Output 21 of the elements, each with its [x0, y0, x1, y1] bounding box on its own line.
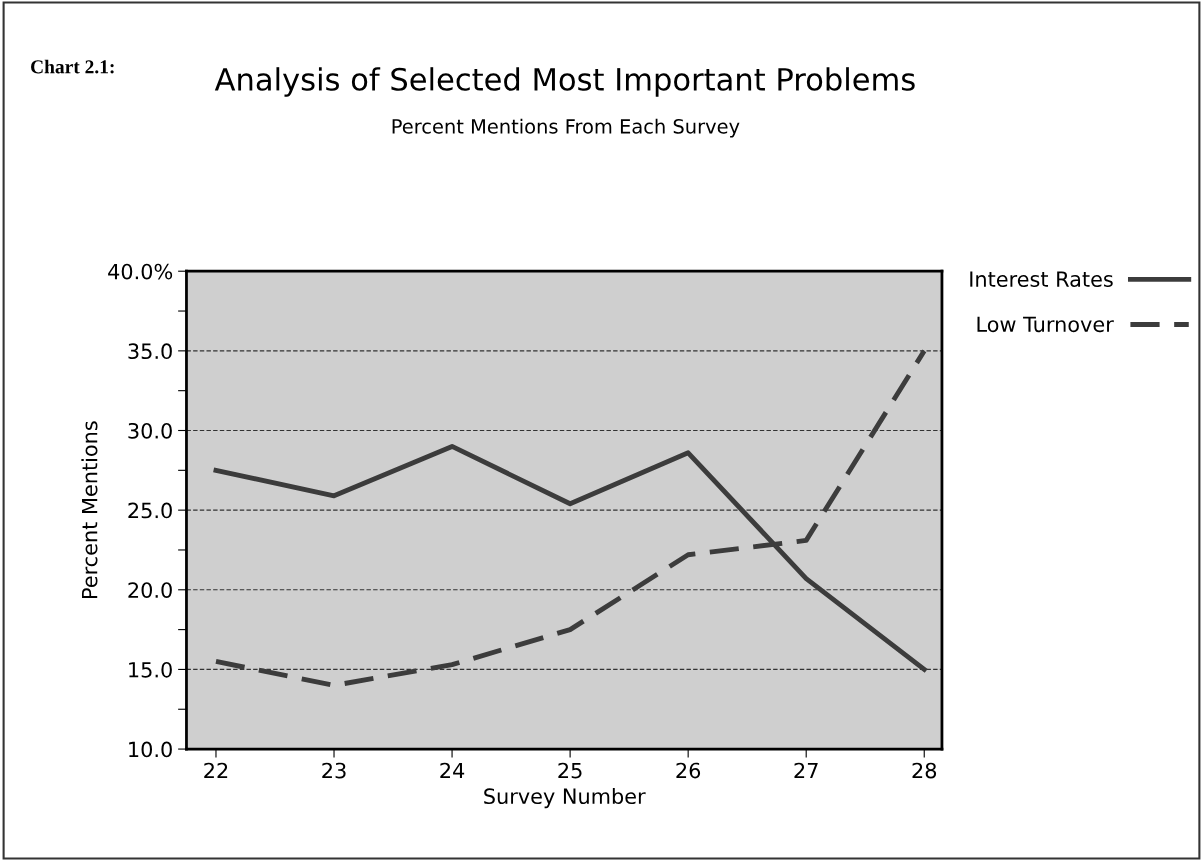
- x-tick-label: 22: [204, 762, 228, 779]
- x-tick-label: 27: [794, 762, 818, 779]
- x-axis-title: Survey Number: [484, 787, 646, 809]
- y-axis-title: Percent Mentions: [81, 421, 98, 598]
- legend-label: Interest Rates: [970, 271, 1113, 287]
- y-tick-label: 30.0: [128, 422, 172, 439]
- caption: Chart 2.1:: [31, 59, 114, 74]
- y-tick-label: 15.0: [129, 661, 172, 678]
- y-tick-label: 20.0: [128, 582, 172, 598]
- x-tick-label: 24: [440, 762, 465, 779]
- chart-subtitle: Percent Mentions From Each Survey: [392, 118, 740, 138]
- legend-label: Low Turnover: [977, 316, 1114, 333]
- x-tick-label: 26: [676, 762, 701, 779]
- chart-title: Analysis of Selected Most Important Problems: [214, 67, 915, 97]
- x-tick-label: 25: [558, 762, 582, 779]
- y-tick-label: 25.0: [128, 502, 172, 519]
- y-tick-label: 40.0%: [108, 263, 173, 280]
- y-tick-label: 10.0: [129, 741, 172, 758]
- x-tick-label: 28: [912, 762, 937, 779]
- x-tick-label: 23: [322, 762, 346, 779]
- y-tick-label: 35.0: [128, 343, 172, 360]
